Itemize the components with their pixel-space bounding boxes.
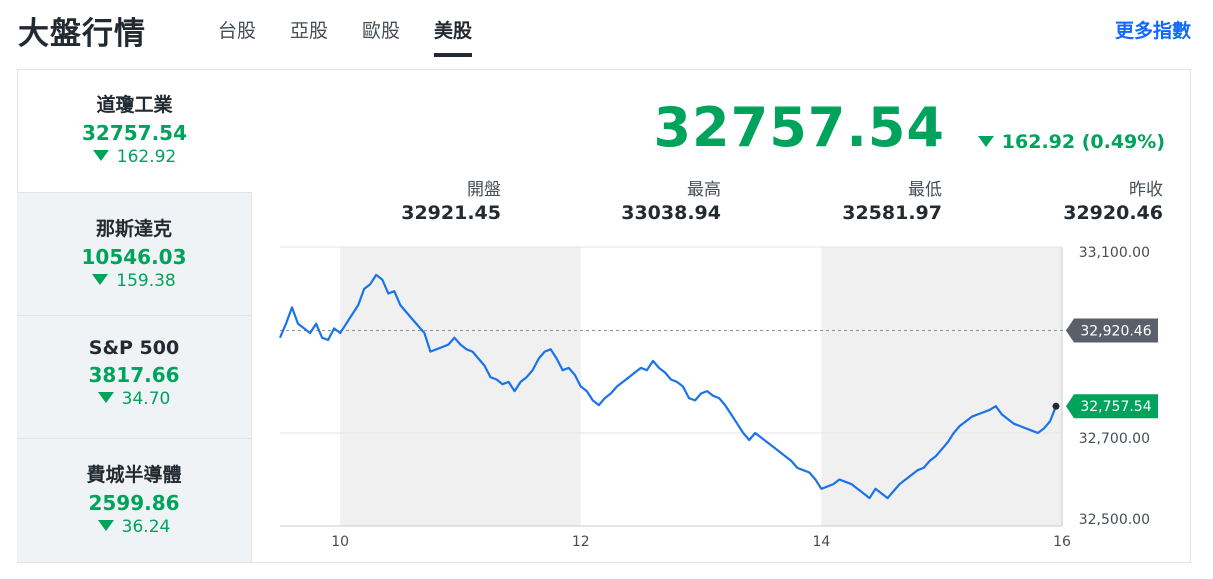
page-title: 大盤行情 (18, 16, 146, 52)
stat-value: 33038.94 (621, 202, 721, 224)
stat-value: 32920.46 (1063, 202, 1163, 224)
price-change-value: 162.92 (0.49%) (1001, 131, 1165, 153)
x-tick-label: 14 (812, 534, 830, 550)
stat-value: 32921.45 (401, 202, 501, 224)
down-arrow-icon (977, 136, 994, 147)
down-arrow-icon (92, 274, 109, 285)
index-price: 3817.66 (88, 363, 180, 387)
index-name: 那斯達克 (95, 218, 172, 240)
y-tick-label: 32,700.00 (1079, 431, 1150, 447)
more-indices-link[interactable]: 更多指數 (1114, 20, 1191, 42)
y-tick-label: 33,100.00 (1079, 245, 1150, 261)
prev-close-label: 32,920.46 (1080, 323, 1151, 339)
index-change: 159.38 (17, 271, 251, 291)
index-change: 162.92 (17, 147, 252, 167)
stat-high: 最高 33038.94 (621, 175, 721, 224)
sidebar-item-sp500[interactable]: S&P 500 3817.66 34.70 (17, 315, 252, 438)
price-line (278, 273, 1058, 500)
index-name: 道瓊工業 (96, 94, 173, 116)
current-price: 32757.54 (653, 96, 945, 159)
down-arrow-icon (97, 520, 114, 531)
index-name: 費城半導體 (86, 464, 182, 486)
stat-label: 開盤 (467, 180, 501, 200)
tab-europe[interactable]: 歐股 (362, 20, 401, 42)
stat-prev-close: 昨收 32920.46 (1063, 175, 1163, 224)
down-arrow-icon (97, 392, 114, 403)
sidebar-item-dow[interactable]: 道瓊工業 32757.54 162.92 (17, 69, 252, 192)
index-change: 34.70 (17, 389, 251, 409)
tab-us[interactable]: 美股 (434, 16, 473, 57)
index-price: 32757.54 (81, 121, 187, 145)
index-price: 10546.03 (81, 245, 187, 269)
stat-label: 最低 (908, 180, 942, 200)
index-change-value: 159.38 (116, 271, 176, 291)
sidebar-item-sox[interactable]: 費城半導體 2599.86 36.24 (17, 438, 252, 563)
stat-open: 開盤 32921.45 (401, 175, 501, 224)
stat-label: 昨收 (1129, 180, 1163, 200)
index-sidebar: 道瓊工業 32757.54 162.92 那斯達克 10546.03 159.3… (17, 69, 252, 563)
prev-close-badge (1066, 318, 1158, 343)
tab-taiwan[interactable]: 台股 (218, 20, 257, 42)
stat-value: 32581.97 (842, 202, 942, 224)
x-tick-label: 16 (1053, 534, 1071, 550)
index-change-value: 162.92 (116, 147, 177, 167)
index-name: S&P 500 (88, 337, 180, 359)
market-tabs: 台股 亞股 歐股 美股 (218, 16, 473, 57)
index-change-value: 36.24 (121, 517, 171, 537)
y-tick-label: 32,500.00 (1079, 512, 1150, 528)
stat-label: 最高 (687, 180, 721, 200)
last-price-dot (1052, 402, 1060, 410)
tab-asia[interactable]: 亞股 (290, 20, 329, 42)
index-price: 2599.86 (88, 491, 180, 515)
x-tick-label: 10 (331, 534, 349, 550)
stat-low: 最低 32581.97 (842, 175, 942, 224)
sidebar-item-nasdaq[interactable]: 那斯達克 10546.03 159.38 (17, 192, 252, 315)
index-change-value: 34.70 (121, 389, 171, 409)
price-change: 162.92 (0.49%) (977, 131, 1165, 153)
session-band (821, 247, 1062, 526)
down-arrow-icon (92, 150, 109, 161)
session-band (340, 247, 581, 526)
last-price-label: 32,757.54 (1080, 399, 1151, 415)
last-price-badge (1066, 394, 1158, 419)
index-change: 36.24 (17, 517, 251, 537)
x-tick-label: 12 (572, 534, 590, 550)
